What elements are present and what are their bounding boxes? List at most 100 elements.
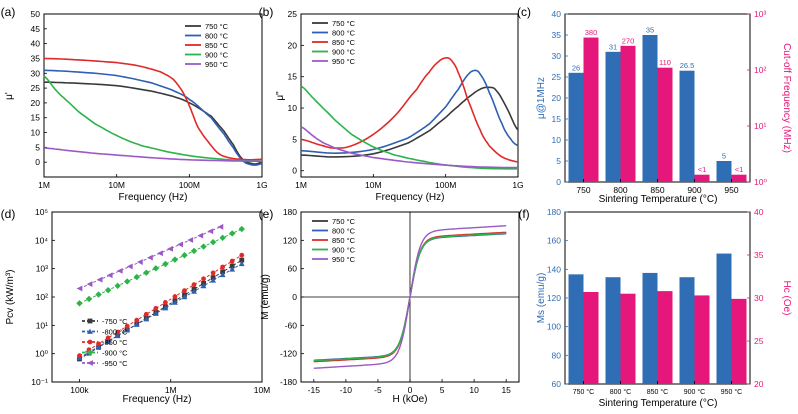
- panel-d-data-point: [209, 238, 217, 246]
- panel-d-data-point: [229, 266, 236, 272]
- panel-e-legend-entry: 750 °C: [332, 217, 356, 226]
- panel-c-cutoff-bar: [620, 45, 636, 182]
- panel-c-y-tick-label: 20: [552, 93, 562, 103]
- panel-c-y-tick-label: 10¹: [754, 121, 766, 131]
- panel-c-mu-bar: [716, 161, 732, 182]
- panel-e-x-tick-label: 0: [408, 385, 413, 395]
- panel-f-ms-bar: [716, 253, 732, 384]
- panel-a-series-line: [43, 147, 263, 163]
- panel-d-data-point: [200, 243, 207, 250]
- panel-c-mu-data-label: 26.5: [680, 61, 695, 70]
- panel-e-x-tick-label: -15: [308, 385, 321, 395]
- panel-d-axes-frame: [51, 211, 263, 383]
- panel-d-data-point: [181, 293, 188, 300]
- panel-e-x-axis-label: H (kOe): [393, 394, 428, 405]
- panel-d-legend-marker: [87, 339, 93, 345]
- panel-f-y-tick-label: 100: [547, 322, 561, 332]
- panel-d-data-point: [126, 263, 133, 270]
- panel-d-data-point: [134, 317, 140, 323]
- panel-f-ms-bar: [642, 272, 658, 384]
- panel-d-data-point: [116, 267, 123, 274]
- panel-c-x-axis-label: Sintering Temperature (°C): [599, 194, 718, 205]
- panel-a-legend-entry: 950 °C: [205, 60, 229, 69]
- panel-d-data-point: [106, 272, 113, 279]
- panel-d-legend-entry: -950 °C: [102, 359, 128, 368]
- panel-a-y-tick-label: 0: [35, 157, 40, 167]
- panel-c-y-tick-label: 10³: [754, 9, 766, 19]
- panel-d-x-tick-label: 1M: [165, 385, 177, 395]
- panel-d-y-tick-label: 10³: [36, 264, 48, 274]
- panel-d-data-point: [152, 265, 160, 272]
- panel-d-data-point: [76, 285, 83, 292]
- panel-d-data-point: [76, 300, 83, 307]
- panel-d-data-point: [85, 295, 93, 303]
- panel-b-legend-entry: 900 °C: [332, 48, 356, 57]
- panel-c-mu-bar: [568, 72, 584, 182]
- panel-f-x-tick-label: 750 °C: [573, 388, 594, 396]
- panel-f-tag: (f): [518, 207, 529, 221]
- panel-d-series-line: [79, 228, 243, 304]
- panel-d-y-tick-label: 10²: [36, 292, 48, 302]
- panel-c-cutoff-data-label: 380: [585, 28, 598, 37]
- panel-f-y-tick-label: 160: [547, 236, 561, 246]
- panel-c-x-tick-label: 800: [613, 185, 627, 195]
- panel-d-data-point: [182, 288, 187, 294]
- panel-a-legend-entry: 900 °C: [205, 51, 229, 60]
- panel-d-data-point: [210, 277, 217, 283]
- panel-d-data-point: [162, 260, 169, 268]
- panel-e-x-tick-label: 10: [469, 385, 479, 395]
- panel-b-axes-frame: [300, 13, 519, 178]
- panel-d-y-tick-label: 10⁰: [35, 349, 48, 359]
- panel-d-data-point: [191, 282, 197, 288]
- panel-f-x-axis-label: Sintering Temperature (°C): [599, 398, 718, 409]
- panel-d-data-point: [143, 316, 150, 322]
- panel-d-legend-marker: [87, 360, 93, 366]
- panel-a-x-axis-label: Frequency (Hz): [119, 192, 188, 203]
- panel-b-series-line: [300, 86, 519, 158]
- panel-d-data-point: [197, 232, 204, 239]
- panel-e-legend-entry: 950 °C: [332, 255, 356, 264]
- panel-a-series-line: [43, 69, 263, 166]
- panel-d-data-point: [124, 327, 131, 333]
- panel-f-y-tick-label: 30: [754, 293, 764, 303]
- panel-d-data-point: [239, 252, 245, 258]
- panel-c-y-tick-label: 15: [552, 114, 562, 124]
- panel-c-cutoff-bar: [583, 37, 599, 182]
- panel-f-hc-bar: [657, 291, 673, 384]
- panel-e-x-tick-label: -10: [340, 385, 353, 395]
- panel-d-data-point: [191, 288, 197, 294]
- panel-c-mu-data-label: 35: [646, 26, 654, 35]
- panel-c-mu-bar: [605, 51, 621, 182]
- panel-c-x-tick-label: 750: [576, 185, 590, 195]
- panel-d-data-point: [95, 291, 102, 298]
- panel-d-data-point: [172, 299, 178, 305]
- panel-a-axes-frame: [43, 13, 263, 178]
- panel-d-data-point: [229, 258, 235, 264]
- panel-d-data-point: [95, 343, 102, 350]
- panel-d-data-point: [181, 252, 188, 259]
- panel-e-x-tick-label: 15: [501, 385, 511, 395]
- panel-f-y-tick-label: 20: [754, 379, 764, 389]
- panel-c-y-tick-label: 5: [556, 156, 561, 166]
- panel-c-x-tick-label: 900: [687, 185, 701, 195]
- panel-d-data-point: [162, 300, 168, 305]
- panel-e-y-tick-label: 60: [288, 264, 298, 274]
- panel-c-y-tick-label: 0: [556, 177, 561, 187]
- panel-e-y-tick-label: -120: [280, 349, 297, 359]
- panel-d-tag: (d): [1, 207, 16, 221]
- panel-e-y-tick-label: 0: [292, 292, 297, 302]
- panel-e-tag: (e): [259, 207, 274, 221]
- panel-c-y-tick-label: 40: [552, 9, 562, 19]
- panel-c-mu-bar: [642, 35, 658, 182]
- panel-b-y-tick-label: 10: [288, 103, 298, 113]
- panel-d-data-point: [207, 228, 214, 235]
- panel-f-ms-bar: [679, 277, 695, 384]
- panel-e-legend-entry: 900 °C: [332, 246, 356, 255]
- panel-d-data-point: [229, 230, 236, 237]
- panel-b-legend-entry: 800 °C: [332, 29, 356, 38]
- panel-d-data-point: [220, 264, 226, 270]
- panel-f-hc-bar: [694, 295, 710, 384]
- panel-d-x-axis-label: Frequency (Hz): [123, 394, 192, 405]
- panel-e-series-line: [313, 225, 507, 369]
